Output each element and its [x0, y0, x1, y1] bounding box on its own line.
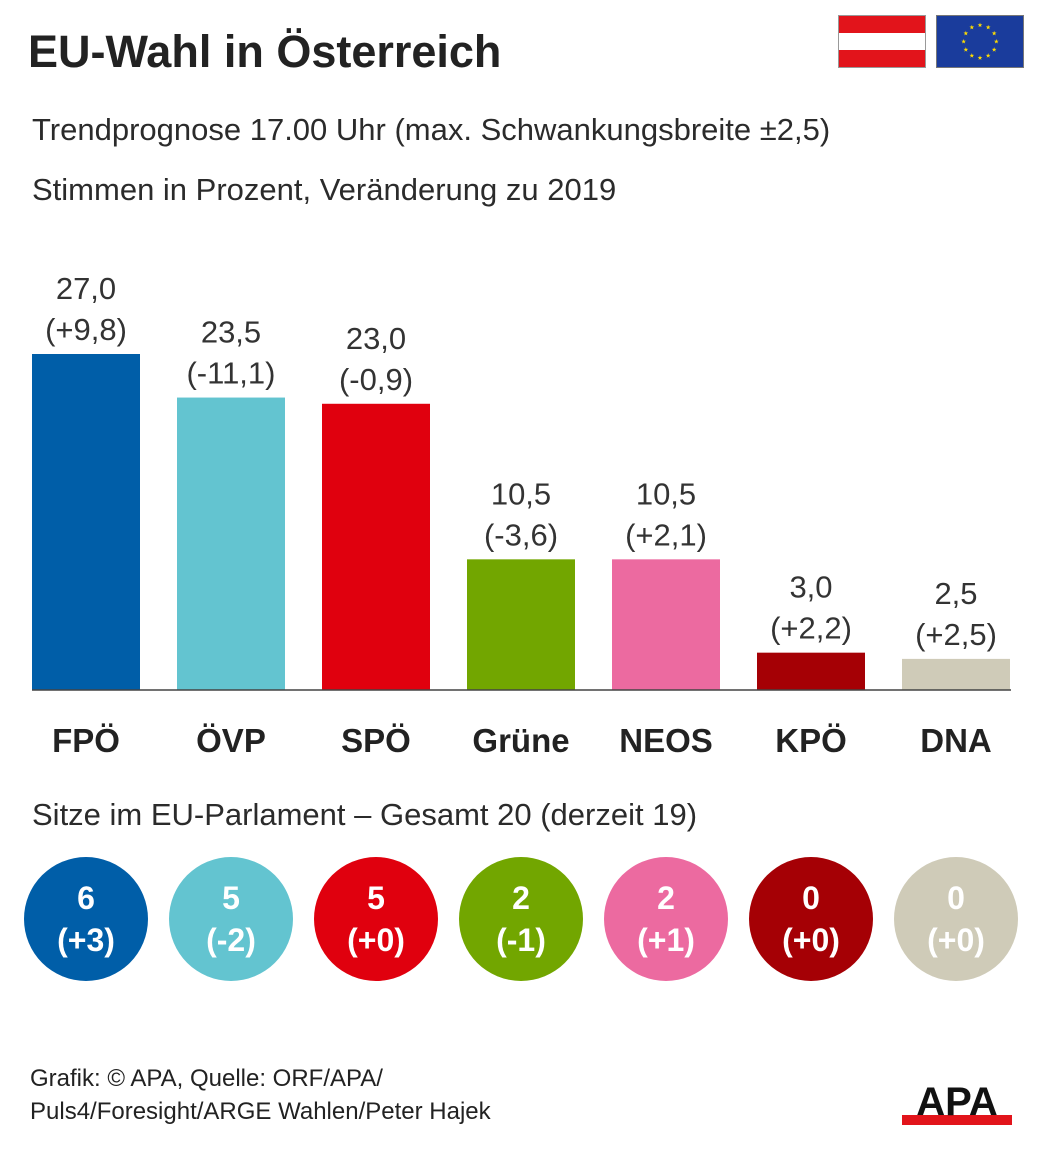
- bar-neos: [612, 559, 720, 690]
- eu-star-icon: [963, 30, 969, 36]
- category-label: FPÖ: [52, 722, 120, 759]
- eu-star-icon: [993, 38, 999, 44]
- source-line-1: Grafik: © APA, Quelle: ORF/APA/: [30, 1065, 383, 1092]
- seat-count: 2: [512, 880, 530, 916]
- flag-eu-icon: [936, 15, 1024, 68]
- category-label: Grüne: [472, 722, 569, 759]
- eu-star-icon: [977, 22, 983, 28]
- bar-value-label: 23,5: [201, 315, 261, 350]
- bar-grüne: [467, 559, 575, 690]
- bar-chart: 27,0 (+9,8) FPÖ 23,5 (-11,1) ÖVP 23,0 (-0,9) SPÖ…: [32, 271, 1011, 759]
- eu-star-icon: [961, 38, 967, 44]
- seat-circle-dna: 0 (+0): [894, 857, 1018, 981]
- bar-value-label: 2,5: [934, 576, 977, 611]
- bar-fpö: [32, 354, 140, 690]
- category-label: KPÖ: [775, 722, 847, 759]
- seat-change: (+0): [782, 922, 840, 958]
- seat-circle-övp: 5 (-2): [169, 857, 293, 981]
- bar-spö: [322, 403, 430, 690]
- seats-title: Sitze im EU-Parlament – Gesamt 20 (derze…: [32, 797, 698, 832]
- category-label: SPÖ: [341, 722, 411, 759]
- category-label: DNA: [920, 722, 992, 759]
- source-line-2: Puls4/Foresight/ARGE Wahlen/Peter Hajek: [30, 1098, 491, 1125]
- source-credit: Grafik: © APA, Quelle: ORF/APA/ Puls4/Fo…: [30, 1062, 491, 1128]
- seat-count: 2: [657, 880, 675, 916]
- chart-title: EU-Wahl in Österreich: [28, 26, 502, 77]
- seat-change: (+1): [637, 922, 695, 958]
- bar-kpö: [757, 652, 865, 690]
- chart-subtitle-forecast: Trendprognose 17.00 Uhr (max. Schwankung…: [32, 112, 831, 147]
- seat-circle-neos: 2 (+1): [604, 857, 728, 981]
- apa-logo: APA: [902, 1080, 1012, 1125]
- seat-change: (-1): [496, 922, 546, 958]
- seat-circle-grüne: 2 (-1): [459, 857, 583, 981]
- seat-circle-kpö: 0 (+0): [749, 857, 873, 981]
- flag-austria-icon: [838, 15, 926, 68]
- bar-change-label: (-3,6): [484, 517, 558, 552]
- bar-change-label: (+2,1): [625, 517, 707, 552]
- eu-star-icon: [963, 47, 969, 52]
- bar-change-label: (+2,2): [770, 611, 852, 646]
- seat-change: (+3): [57, 922, 115, 958]
- seat-change: (+0): [347, 922, 405, 958]
- seat-count: 0: [802, 880, 820, 916]
- category-label: ÖVP: [196, 722, 266, 759]
- eu-star-icon: [969, 53, 975, 58]
- bar-dna: [902, 658, 1010, 690]
- seat-count: 6: [77, 880, 95, 916]
- seat-circle-spö: 5 (+0): [314, 857, 438, 981]
- bar-change-label: (-11,1): [186, 356, 275, 391]
- bar-övp: [177, 397, 285, 690]
- eu-star-icon: [969, 24, 975, 30]
- eu-star-icon: [977, 55, 983, 60]
- category-label: NEOS: [619, 722, 713, 759]
- bar-value-label: 3,0: [789, 570, 832, 605]
- seat-count: 0: [947, 880, 965, 916]
- eu-star-icon: [985, 24, 991, 30]
- eu-star-icon: [985, 53, 991, 58]
- bar-change-label: (+9,8): [45, 312, 127, 347]
- bar-change-label: (+2,5): [915, 617, 997, 652]
- seat-count: 5: [367, 880, 385, 916]
- bar-change-label: (-0,9): [339, 362, 413, 397]
- svg-text:APA: APA: [916, 1080, 997, 1124]
- seat-count: 5: [222, 880, 240, 916]
- bar-value-label: 23,0: [346, 321, 406, 356]
- bar-value-label: 27,0: [56, 271, 116, 306]
- seat-change: (-2): [206, 922, 256, 958]
- eu-star-icon: [991, 30, 997, 36]
- bar-value-label: 10,5: [491, 476, 551, 511]
- seat-circle-fpö: 6 (+3): [24, 857, 148, 981]
- chart-subtitle-units: Stimmen in Prozent, Veränderung zu 2019: [32, 172, 617, 207]
- seat-change: (+0): [927, 922, 985, 958]
- bar-value-label: 10,5: [636, 476, 696, 511]
- eu-star-icon: [991, 47, 997, 52]
